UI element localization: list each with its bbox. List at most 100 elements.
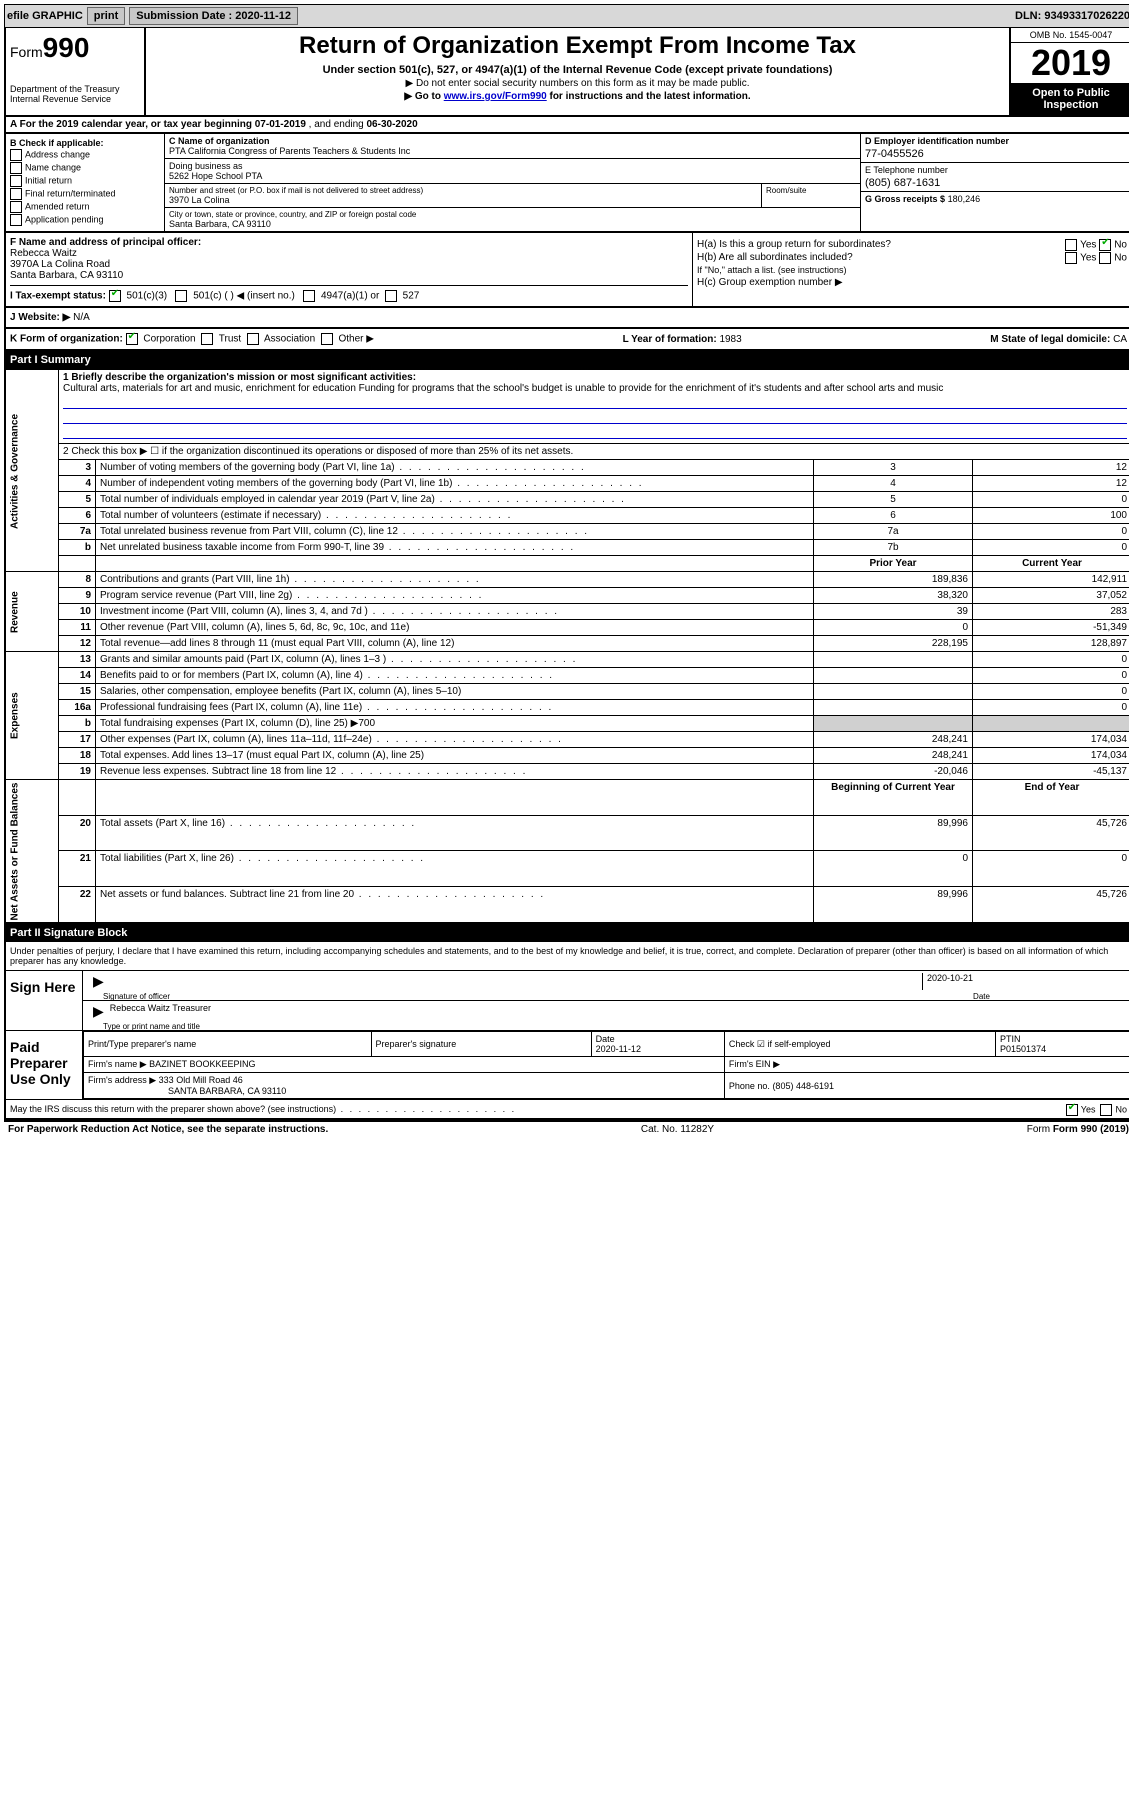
chk-527[interactable] — [385, 290, 397, 302]
box-c-org-info: C Name of organization PTA California Co… — [165, 134, 860, 231]
line-2-checkbox: 2 Check this box ▶ ☐ if the organization… — [59, 444, 1129, 460]
dln: DLN: 93493317026220 — [1015, 10, 1129, 22]
discuss-text: May the IRS discuss this return with the… — [10, 1104, 336, 1114]
submission-date-label: Submission Date : 2020-11-12 — [129, 7, 298, 25]
form-title: Return of Organization Exempt From Incom… — [154, 32, 1001, 60]
chk-trust[interactable] — [201, 333, 213, 345]
officer-name: Rebecca Waitz — [10, 248, 688, 259]
box-b-checkboxes: B Check if applicable: Address change Na… — [6, 134, 165, 231]
firm-addr2: SANTA BARBARA, CA 93110 — [168, 1086, 286, 1096]
firm-addr1: 333 Old Mill Road 46 — [159, 1075, 243, 1085]
line-1-label: 1 Briefly describe the organization's mi… — [63, 372, 1127, 383]
print-button[interactable]: print — [87, 7, 125, 25]
row-j-website: J Website: ▶ N/A — [4, 308, 1129, 329]
irs-link[interactable]: www.irs.gov/Form990 — [444, 91, 547, 102]
dln-value: 93493317026220 — [1044, 10, 1129, 22]
signature-line: ▶ Signature of officer 2020-10-21 Date — [83, 971, 1129, 1001]
year-formation-label: L Year of formation: — [623, 334, 717, 345]
gross-label: G Gross receipts $ — [865, 194, 945, 204]
form-note-1: ▶ Do not enter social security numbers o… — [154, 78, 1001, 89]
officer-printed-name: Rebecca Waitz Treasurer — [110, 1003, 211, 1020]
chk-final-return[interactable]: Final return/terminated — [10, 188, 160, 200]
paid-preparer-label: Paid Preparer Use Only — [6, 1031, 83, 1099]
signature-block: Under penalties of perjury, I declare th… — [4, 942, 1129, 1120]
efile-top-bar: efile GRAPHIC print Submission Date : 20… — [4, 4, 1129, 28]
officer-name-line: ▶ Rebecca Waitz Treasurer Type or print … — [83, 1001, 1129, 1030]
officer-label: F Name and address of principal officer: — [10, 237, 688, 248]
note2-post: for instructions and the latest informat… — [547, 91, 751, 102]
tax-year: 2019 — [1011, 43, 1129, 83]
officer-caption: Type or print name and title — [103, 1022, 200, 1031]
dba-label: Doing business as — [169, 161, 856, 171]
chk-address-change[interactable]: Address change — [10, 149, 160, 161]
prep-sig-label: Preparer's signature — [371, 1032, 591, 1057]
ptin: P01501374 — [1000, 1044, 1126, 1054]
part-1-summary-table: Activities & Governance 1 Briefly descri… — [4, 369, 1129, 924]
chk-discuss-yes[interactable] — [1066, 1104, 1078, 1116]
box-h: H(a) Is this a group return for subordin… — [692, 233, 1129, 306]
arrow-icon: ▶ — [93, 1003, 104, 1020]
discuss-row: May the IRS discuss this return with the… — [6, 1099, 1129, 1118]
chk-association[interactable] — [247, 333, 259, 345]
chk-hb-yes[interactable] — [1065, 252, 1077, 264]
sig-officer-caption: Signature of officer — [103, 992, 170, 1001]
chk-other[interactable] — [321, 333, 333, 345]
city-value: Santa Barbara, CA 93110 — [169, 219, 856, 229]
dba-value: 5262 Hope School PTA — [169, 171, 856, 181]
phone-label: E Telephone number — [865, 165, 1127, 175]
ein-label: D Employer identification number — [865, 136, 1127, 146]
chk-4947[interactable] — [303, 290, 315, 302]
open-public-badge: Open to Public Inspection — [1011, 83, 1129, 115]
section-fh: F Name and address of principal officer:… — [4, 233, 1129, 308]
tax-year-begin: 07-01-2019 — [255, 119, 306, 130]
chk-corporation[interactable] — [126, 333, 138, 345]
gov-row-6: 6 Total number of volunteers (estimate i… — [5, 508, 1129, 524]
sig-date: 2020-10-21 — [927, 973, 973, 983]
form-subtitle: Under section 501(c), 527, or 4947(a)(1)… — [154, 64, 1001, 76]
chk-discuss-no[interactable] — [1100, 1104, 1112, 1116]
chk-ha-yes[interactable] — [1065, 239, 1077, 251]
city-label: City or town, state or province, country… — [169, 210, 856, 219]
part-2-header: Part II Signature Block — [4, 924, 1129, 942]
ein-value: 77-0455526 — [865, 146, 1127, 160]
firm-phone: (805) 448-6191 — [772, 1081, 834, 1091]
row-a-pre: A For the 2019 calendar year, or tax yea… — [10, 119, 255, 130]
cat-no: Cat. No. 11282Y — [641, 1124, 714, 1135]
row-i-tax-status: I Tax-exempt status: 501(c)(3) 501(c) ( … — [10, 285, 688, 302]
omb-number: OMB No. 1545-0047 — [1011, 28, 1129, 43]
col-headers-row: Prior Year Current Year — [5, 556, 1129, 572]
form-header: Form990 Department of the Treasury Inter… — [4, 28, 1129, 117]
chk-initial-return[interactable]: Initial return — [10, 175, 160, 187]
state-domicile-label: M State of legal domicile: — [990, 334, 1110, 345]
chk-application-pending[interactable]: Application pending — [10, 214, 160, 226]
org-name-label: C Name of organization — [169, 136, 856, 146]
chk-ha-no[interactable] — [1099, 239, 1111, 251]
firm-name: BAZINET BOOKKEEPING — [149, 1059, 255, 1069]
header-mid: Return of Organization Exempt From Incom… — [146, 28, 1009, 115]
sign-here-label: Sign Here — [6, 971, 83, 1030]
website-label: J Website: ▶ — [10, 312, 70, 323]
year-formation: 1983 — [719, 334, 741, 345]
chk-501c3[interactable] — [109, 290, 121, 302]
h-c: H(c) Group exemption number ▶ — [697, 277, 1127, 288]
row-a-tax-year: A For the 2019 calendar year, or tax yea… — [4, 117, 1129, 134]
addr-value: 3970 La Colina — [169, 195, 757, 205]
form-number: 990 — [43, 32, 90, 63]
chk-name-change[interactable]: Name change — [10, 162, 160, 174]
penalties-text: Under penalties of perjury, I declare th… — [6, 942, 1129, 970]
chk-hb-no[interactable] — [1099, 252, 1111, 264]
gov-row-4: 4 Number of independent voting members o… — [5, 476, 1129, 492]
chk-amended-return[interactable]: Amended return — [10, 201, 160, 213]
end-year-header: End of Year — [973, 780, 1129, 816]
dln-label: DLN: — [1015, 10, 1041, 22]
h-a: H(a) Is this a group return for subordin… — [697, 239, 1127, 250]
box-f-officer: F Name and address of principal officer:… — [6, 233, 692, 306]
chk-501c[interactable] — [175, 290, 187, 302]
tax-status-label: I Tax-exempt status: — [10, 291, 106, 302]
addr-label: Number and street (or P.O. box if mail i… — [169, 186, 757, 195]
form-note-2: ▶ Go to www.irs.gov/Form990 for instruct… — [154, 91, 1001, 102]
form-org-label: K Form of organization: — [10, 334, 123, 345]
header-right: OMB No. 1545-0047 2019 Open to Public In… — [1009, 28, 1129, 115]
date-caption: Date — [973, 992, 990, 1001]
page-footer: For Paperwork Reduction Act Notice, see … — [4, 1120, 1129, 1137]
